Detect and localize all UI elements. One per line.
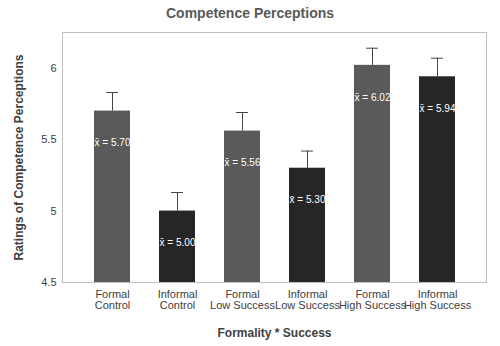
svg-text:5: 5 xyxy=(50,205,56,217)
svg-text:Formality * Success: Formality * Success xyxy=(217,326,331,340)
svg-text:x̄ = 5.94: x̄ = 5.94 xyxy=(420,103,456,114)
svg-text:5.5: 5.5 xyxy=(41,133,56,145)
svg-text:x̄ = 5.56: x̄ = 5.56 xyxy=(225,157,261,168)
svg-text:InformalLow Success: InformalLow Success xyxy=(275,288,340,311)
html-text:Competence Perceptions: Competence Perceptions xyxy=(166,5,334,21)
svg-text:FormalLow Success: FormalLow Success xyxy=(210,288,275,311)
svg-text:InformalControl: InformalControl xyxy=(158,288,198,311)
svg-text:FormalControl: FormalControl xyxy=(95,288,130,311)
svg-text:6: 6 xyxy=(50,62,56,74)
svg-text:InformalHigh Success: InformalHigh Success xyxy=(404,288,472,311)
svg-text:x̄ = 6.02: x̄ = 6.02 xyxy=(355,92,391,103)
svg-text:Ratings of Competence Percepti: Ratings of Competence Perceptions xyxy=(12,54,26,260)
svg-text:FormalHigh Success: FormalHigh Success xyxy=(339,288,407,311)
svg-text:x̄ = 5.30: x̄ = 5.30 xyxy=(290,194,326,205)
svg-text:x̄ = 5.70: x̄ = 5.70 xyxy=(95,137,131,148)
svg-text:x̄ = 5.00: x̄ = 5.00 xyxy=(160,237,196,248)
svg-text:4.5: 4.5 xyxy=(41,276,56,288)
